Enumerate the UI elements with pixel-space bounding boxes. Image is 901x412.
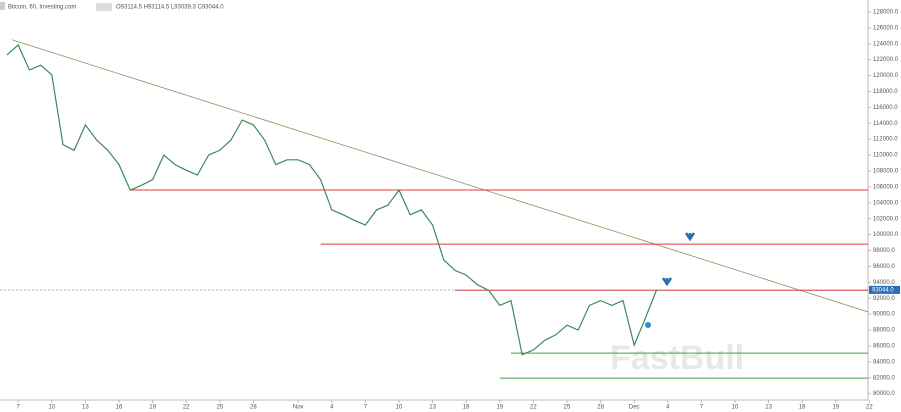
last-price-label: 93044.0 xyxy=(872,287,894,293)
arrow-down xyxy=(684,232,696,242)
x-tick-label: 28 xyxy=(597,405,604,411)
collapse-icon xyxy=(0,2,5,10)
y-tick-label: 90000.0 xyxy=(873,312,895,318)
x-tick-label: 25 xyxy=(564,405,571,411)
y-tick-label: 82000.0 xyxy=(873,375,895,381)
y-tick-label: 106000.0 xyxy=(873,184,899,190)
x-tick-label: 16 xyxy=(799,405,806,411)
x-tick-label: 10 xyxy=(396,405,403,411)
x-tick-label: Dec xyxy=(629,405,640,411)
x-tick-label: 16 xyxy=(116,405,123,411)
y-tick-label: 104000.0 xyxy=(873,200,899,206)
y-tick-label: 110000.0 xyxy=(873,153,898,159)
chart-title: Bitcoin, 60, Investing.com xyxy=(8,5,76,11)
y-tick-label: 116000.0 xyxy=(873,105,898,111)
y-tick-label: 88000.0 xyxy=(873,328,895,334)
price-line xyxy=(6,43,658,356)
y-tick-label: 100000.0 xyxy=(873,232,899,238)
x-tick-label: 13 xyxy=(429,405,436,411)
x-tick-label: 10 xyxy=(732,405,739,411)
y-tick-label: 124000.0 xyxy=(873,41,899,47)
x-tick-label: 13 xyxy=(765,405,772,411)
x-tick-label: 22 xyxy=(183,405,190,411)
watermark: FastBull xyxy=(610,339,744,377)
x-tick-label: 22 xyxy=(866,405,873,411)
y-tick-label: 98000.0 xyxy=(873,248,895,254)
last-price-box xyxy=(869,285,900,294)
y-tick-label: 102000.0 xyxy=(873,216,899,222)
y-tick-label: 86000.0 xyxy=(873,344,895,350)
y-tick-label: 112000.0 xyxy=(873,137,898,143)
x-tick-label: 22 xyxy=(530,405,537,411)
trendline xyxy=(11,39,869,313)
x-tick-label: 19 xyxy=(496,405,503,411)
x-tick-label: 25 xyxy=(216,405,223,411)
y-tick-label: 108000.0 xyxy=(873,169,899,175)
x-tick-label: Nov xyxy=(293,405,304,411)
x-tick-label: 7 xyxy=(700,405,704,411)
y-tick-label: 118000.0 xyxy=(873,89,898,95)
x-tick-label: 4 xyxy=(330,405,334,411)
x-tick-label: 4 xyxy=(666,405,670,411)
ohlc-legend: O93114.5 H93114.5 L93039.3 C93044.0 xyxy=(116,5,224,11)
x-tick-label: 10 xyxy=(48,405,55,411)
x-tick-label: 16 xyxy=(463,405,470,411)
y-tick-label: 80000.0 xyxy=(873,391,895,397)
y-tick-label: 94000.0 xyxy=(873,280,895,286)
y-tick-label: 128000.0 xyxy=(873,10,899,16)
x-tick-label: 28 xyxy=(250,405,257,411)
x-tick-label: 13 xyxy=(82,405,89,411)
x-tick-label: 19 xyxy=(832,405,839,411)
y-tick-label: 96000.0 xyxy=(873,264,895,270)
x-tick-label: 19 xyxy=(149,405,156,411)
x-tick-label: 7 xyxy=(364,405,368,411)
indicator-icons xyxy=(96,3,112,11)
y-tick-label: 122000.0 xyxy=(873,57,899,63)
event-marker xyxy=(645,322,651,328)
x-tick-label: 7 xyxy=(17,405,21,411)
y-tick-label: 126000.0 xyxy=(873,25,899,31)
y-tick-label: 114000.0 xyxy=(873,121,898,127)
y-tick-label: 92000.0 xyxy=(873,296,895,302)
y-tick-label: 84000.0 xyxy=(873,359,895,365)
y-tick-label: 120000.0 xyxy=(873,73,899,79)
arrow-down xyxy=(661,277,673,287)
